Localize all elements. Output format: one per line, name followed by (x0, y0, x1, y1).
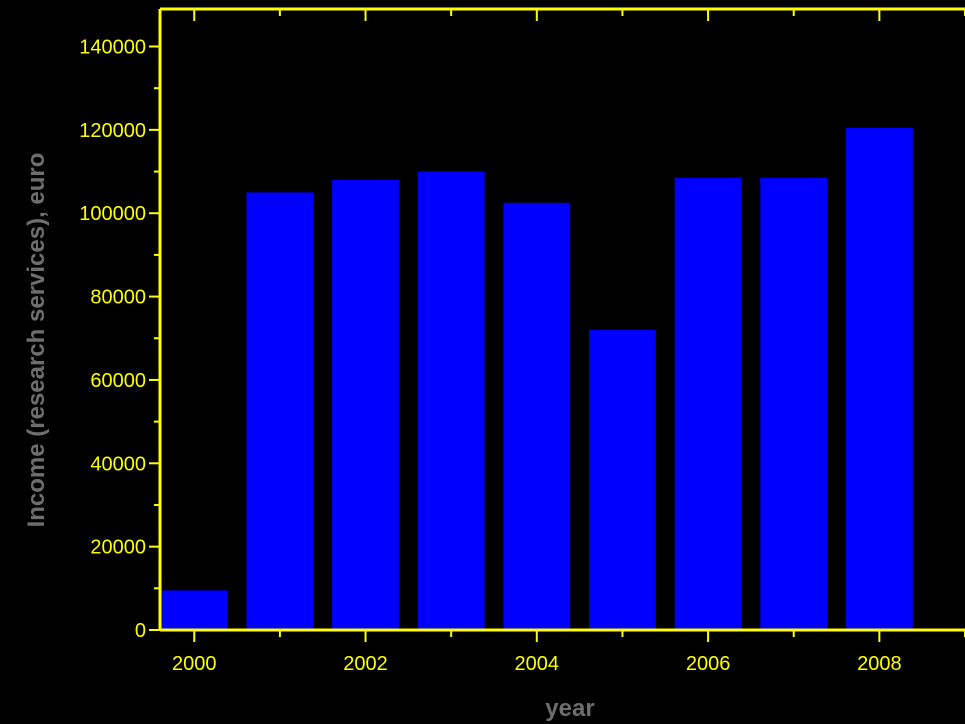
x-tick-label: 2000 (172, 653, 217, 675)
axes-layer (149, 7, 965, 642)
y-tick-label: 20000 (90, 537, 146, 559)
labels-layer: 0 20000 40000 60000 80000 100000 120000 140000 2… (79, 37, 901, 675)
y-tick-label: 140000 (79, 37, 146, 59)
x-tick-label: 2004 (515, 653, 560, 675)
bar-2005 (589, 329, 656, 630)
x-tick-label: 2002 (343, 653, 388, 675)
bars-layer (160, 127, 913, 631)
x-tick-label: 2006 (686, 653, 731, 675)
y-tick-label: 40000 (90, 453, 146, 475)
y-tick-label: 100000 (79, 203, 146, 225)
y-tick-label: 60000 (90, 370, 146, 392)
bar-2007 (760, 177, 828, 631)
y-tick-label: 80000 (90, 287, 146, 309)
y-tick-label: 0 (135, 620, 146, 642)
bar-2002 (332, 179, 399, 630)
x-tick-label: 2008 (857, 653, 902, 675)
x-axis-title: year (545, 695, 594, 722)
y-tick-label: 120000 (79, 120, 146, 142)
bar-2004 (503, 202, 571, 631)
bar-2001 (246, 192, 314, 630)
bar-2006 (674, 177, 742, 631)
bar-2000 (160, 590, 228, 630)
bar-2003 (417, 171, 485, 630)
bar-2008 (846, 127, 913, 631)
y-axis-title: Income (research services), euro (23, 153, 50, 528)
